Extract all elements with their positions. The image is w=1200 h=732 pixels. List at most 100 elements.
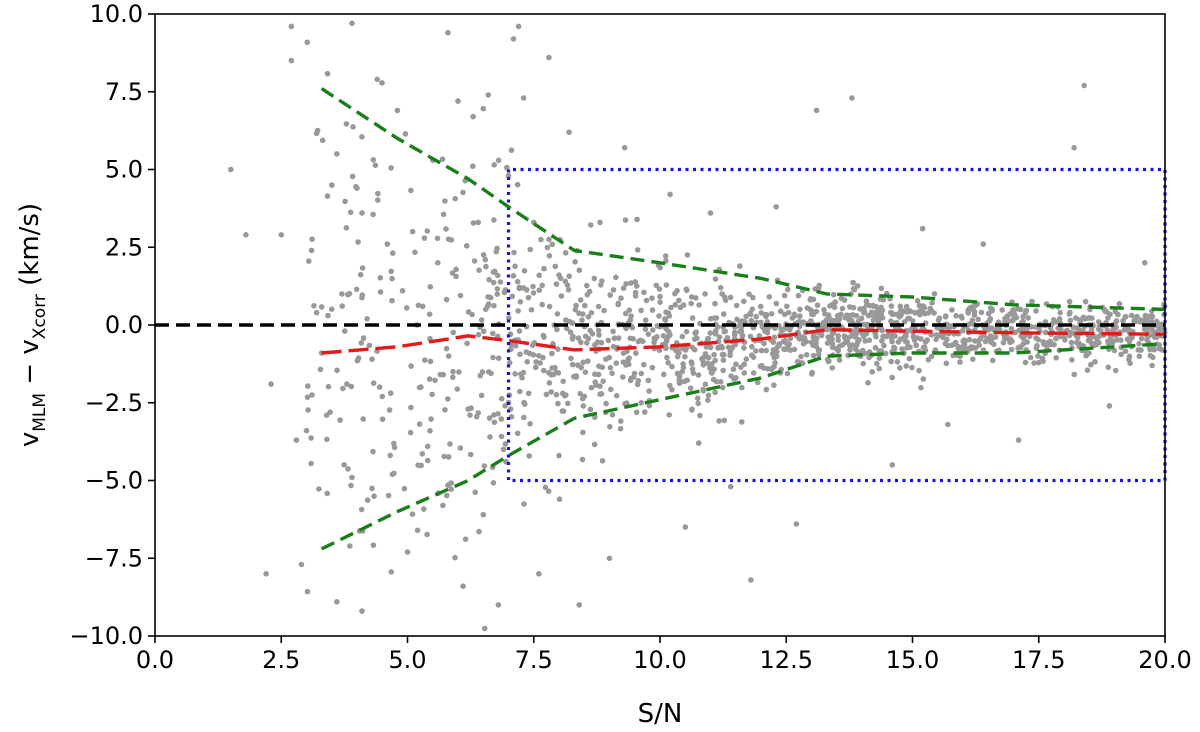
scatter-point: [712, 300, 718, 307]
scatter-point: [502, 441, 509, 447]
scatter-point: [1016, 344, 1023, 350]
scatter-point: [578, 364, 584, 371]
scatter-point: [854, 283, 861, 289]
scatter-point: [595, 371, 602, 378]
scatter-point: [702, 291, 708, 297]
scatter-point: [664, 354, 670, 361]
scatter-point: [576, 602, 582, 608]
scatter-point: [684, 252, 691, 258]
scatter-point: [560, 378, 566, 385]
scatter-point: [620, 359, 627, 366]
scatter-point: [516, 285, 523, 292]
scatter-point: [538, 236, 544, 243]
scatter-point: [914, 298, 921, 304]
scatter-point: [982, 338, 989, 345]
scatter-point: [565, 287, 572, 293]
scatter-point: [467, 451, 474, 458]
scatter-point: [1105, 364, 1112, 371]
scatter-point: [889, 333, 896, 339]
scatter-point: [808, 339, 815, 346]
scatter-point: [851, 286, 858, 293]
scatter-point: [626, 307, 633, 314]
scatter-point: [1015, 306, 1021, 312]
scatter-point: [358, 340, 365, 346]
scatter-point: [440, 502, 446, 509]
scatter-point: [881, 342, 887, 349]
scatter-point: [366, 342, 373, 349]
scatter-point: [662, 253, 669, 259]
scatter-point: [445, 454, 452, 460]
scatter-point: [672, 290, 678, 297]
scatter-point: [510, 273, 517, 279]
scatter-point: [485, 301, 492, 307]
scatter-point: [1096, 339, 1102, 346]
scatter-point: [872, 313, 878, 319]
scatter-point: [485, 92, 492, 98]
scatter-point: [1071, 371, 1077, 378]
scatter-point: [432, 377, 438, 384]
scatter-point: [379, 80, 385, 86]
scatter-point: [945, 421, 951, 428]
scatter-point: [737, 320, 744, 326]
scatter-point: [490, 354, 496, 361]
scatter-point: [1122, 348, 1129, 355]
scatter-point: [918, 336, 924, 342]
scatter-point: [521, 268, 528, 274]
scatter-point: [719, 291, 725, 297]
y-label-sub1: MLM: [30, 393, 50, 432]
scatter-point: [545, 488, 552, 495]
scatter-point: [495, 157, 502, 164]
scatter-point: [657, 299, 663, 306]
scatter-point: [682, 353, 688, 360]
scatter-point: [555, 346, 561, 352]
scatter-point: [491, 217, 497, 223]
x-tick-label: 0.0: [136, 646, 174, 674]
scatter-point: [475, 219, 482, 226]
scatter-point: [1042, 319, 1049, 325]
scatter-point: [414, 527, 421, 534]
scatter-point: [603, 400, 609, 407]
scatter-point: [771, 382, 777, 388]
scatter-point: [869, 369, 875, 375]
scatter-point: [552, 263, 559, 270]
scatter-point: [1137, 319, 1143, 325]
scatter-point: [1138, 335, 1145, 342]
scatter-point: [664, 337, 670, 343]
scatter-point: [305, 407, 311, 413]
scatter-point: [662, 316, 668, 322]
scatter-point: [1029, 298, 1035, 305]
scatter-point: [596, 332, 602, 338]
scatter-point: [228, 166, 234, 173]
scatter-point: [339, 303, 346, 309]
scatter-point: [609, 370, 615, 377]
scatter-point: [815, 347, 822, 354]
scatter-point: [1082, 298, 1089, 305]
scatter-point: [569, 320, 576, 326]
scatter-point: [904, 339, 910, 346]
scatter-point: [1147, 346, 1153, 353]
scatter-point: [769, 365, 775, 372]
scatter-point: [599, 364, 606, 371]
x-tick-label: 5.0: [388, 646, 426, 674]
scatter-point: [747, 333, 754, 340]
scatter-point: [711, 351, 717, 358]
scatter-point: [618, 295, 624, 302]
scatter-point: [576, 267, 583, 274]
scatter-point: [530, 283, 536, 290]
scatter-point: [803, 352, 810, 358]
scatter-point: [324, 70, 331, 77]
scatter-point: [634, 247, 641, 253]
scatter-point: [549, 350, 555, 357]
scatter-point: [528, 307, 535, 313]
scatter-point: [354, 357, 361, 364]
scatter-point: [860, 360, 866, 367]
scatter-point: [512, 371, 518, 377]
scatter-point: [955, 345, 962, 352]
scatter-point: [415, 462, 421, 469]
scatter-point: [305, 383, 311, 389]
scatter-point: [409, 511, 416, 517]
scatter-point: [1040, 358, 1046, 365]
scatter-point: [511, 249, 517, 256]
scatter-point: [304, 39, 311, 46]
scatter-point: [713, 315, 720, 321]
